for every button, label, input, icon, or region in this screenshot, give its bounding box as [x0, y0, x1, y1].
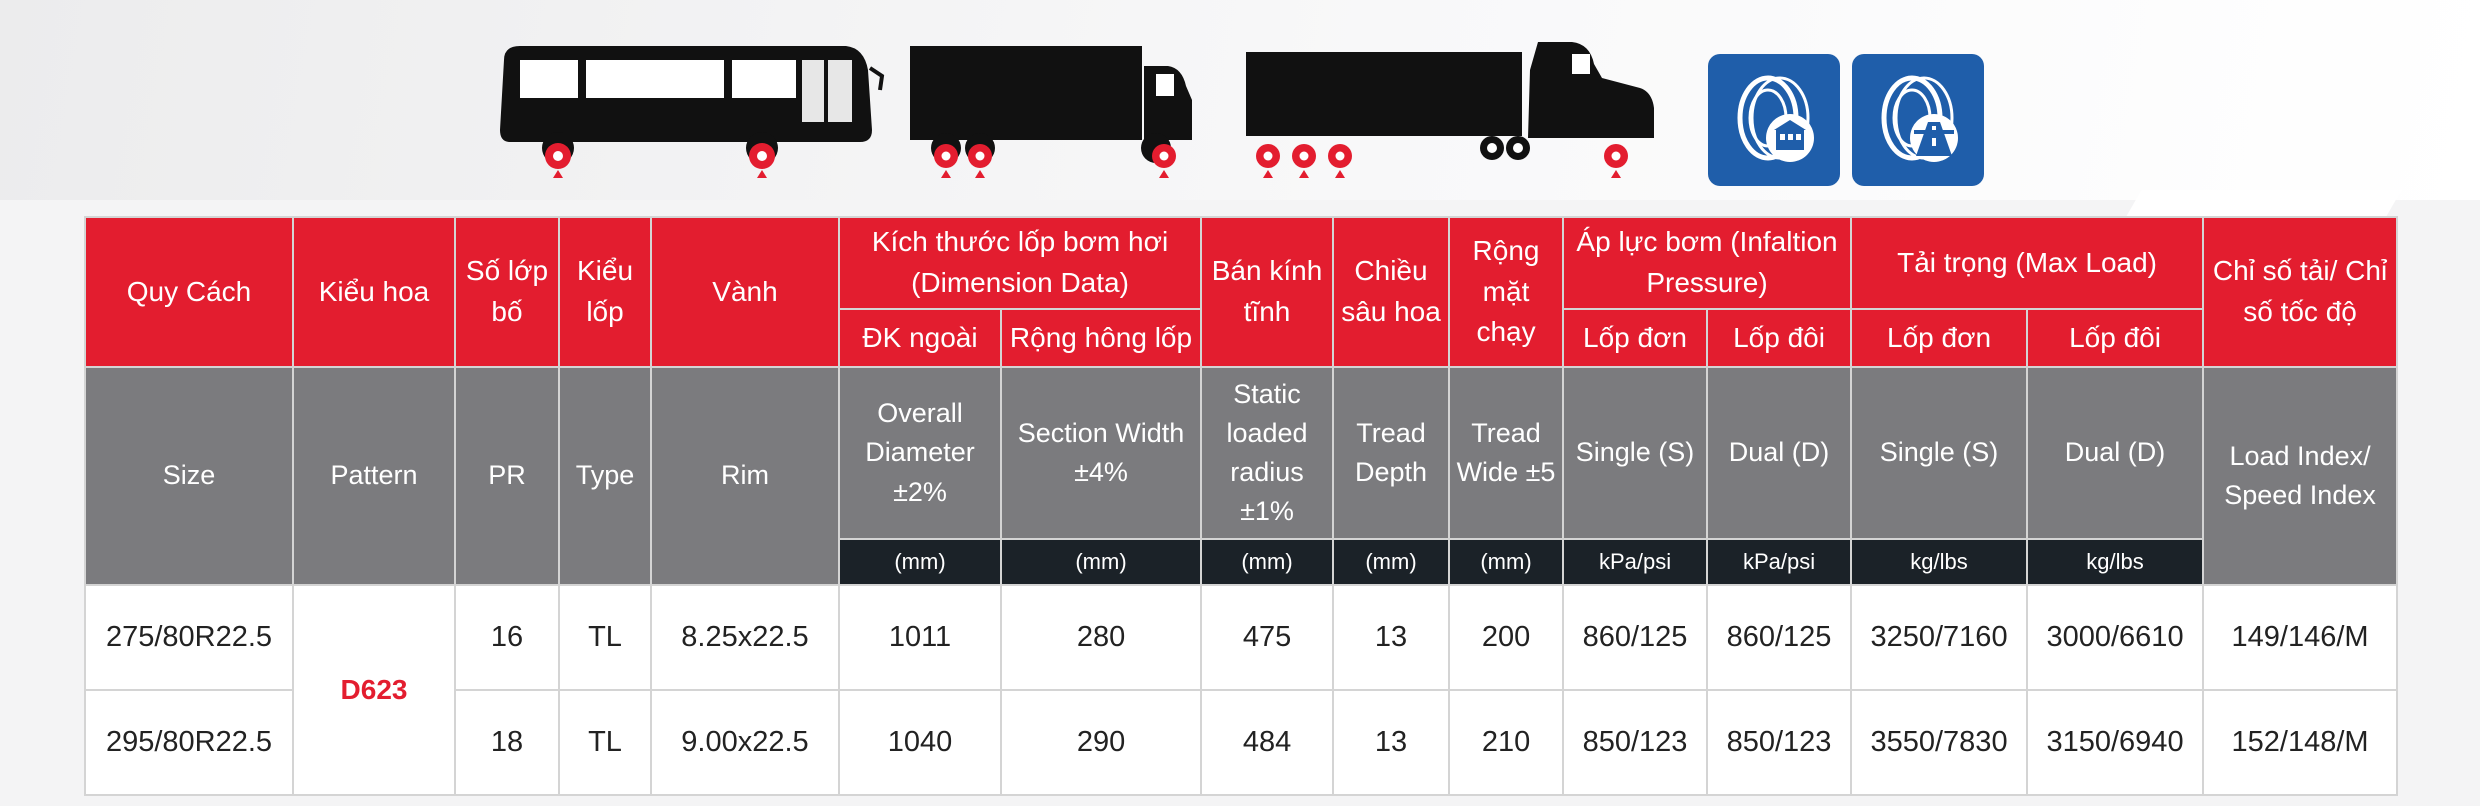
header-type-vi: Kiểu lốp	[558, 216, 652, 368]
cell-type: TL	[558, 584, 652, 691]
header-load-vi: Tải trọng (Max Load)	[1850, 216, 2205, 310]
highway-tire-icon	[1852, 54, 1984, 186]
header-rim-vi: Vành	[650, 216, 840, 368]
header-subrow-vi: ĐK ngoài Rộng hông lốp Lốp đơn Lốp đôi L…	[85, 308, 2397, 368]
unit-cell: (mm)	[838, 538, 1002, 586]
unit-cell: (mm)	[1200, 538, 1335, 586]
cell-pattern: D623	[292, 584, 456, 796]
cell-index: 149/146/M	[2202, 584, 2399, 691]
cell-overall: 1011	[838, 584, 1002, 691]
cell-section: 290	[999, 689, 1203, 796]
vehicle-illustrations	[480, 20, 2000, 190]
header-index-vi: Chỉ số tải/ Chỉ số tốc độ	[2202, 216, 2399, 368]
spec-table: Quy Cách Kiểu hoa Số lớp bố Kiểu lốp Vàn…	[84, 216, 2399, 796]
unit-cell: kPa/psi	[1562, 538, 1709, 586]
header-pattern-vi: Kiểu hoa	[292, 216, 456, 368]
header-depth-vi: Chiều sâu hoa	[1332, 216, 1451, 368]
cell-depth: 13	[1332, 689, 1451, 796]
cell-load-single: 3550/7830	[1850, 689, 2029, 796]
header-pressure-single-vi: Lốp đơn	[1562, 308, 1709, 368]
background-shape	[0, 0, 2480, 200]
cell-type: TL	[558, 689, 652, 796]
header-load-single-en: Single (S)	[1850, 366, 2029, 540]
header-pattern-en: Pattern	[292, 366, 456, 586]
header-row-en: Size Pattern PR Type Rim Overall Diamete…	[84, 366, 2399, 586]
table-row: 295/80R22.5 18 TL 9.00x22.5 1040 290 484…	[84, 689, 2399, 796]
unit-cell: kg/lbs	[1850, 538, 2029, 586]
cell-tread: 210	[1448, 689, 1565, 796]
unit-cell: (mm)	[1448, 538, 1565, 586]
box-truck-icon	[910, 46, 1192, 178]
header-pressure-dual-vi: Lốp đôi	[1706, 308, 1853, 368]
header-static-en: Static loaded radius ±1%	[1200, 366, 1335, 540]
cell-rim: 9.00x22.5	[650, 689, 840, 796]
header-dimension-vi: Kích thước lốp bơm hơi (Dimension Data)	[837, 216, 1203, 310]
cell-pressure-single: 860/125	[1562, 584, 1709, 691]
header-load-dual-vi: Lốp đôi	[2026, 308, 2205, 368]
header-depth-en: Tread Depth	[1332, 366, 1451, 540]
cell-index: 152/148/M	[2202, 689, 2399, 796]
header-pressure-vi: Áp lực bơm (Infaltion Pressure)	[1562, 216, 1853, 310]
cell-static: 475	[1200, 584, 1335, 691]
header-overall-vi: ĐK ngoài	[838, 308, 1002, 368]
header-static-vi: Bán kính tĩnh	[1200, 216, 1335, 368]
cell-pr: 16	[454, 584, 560, 691]
cell-pressure-dual: 860/125	[1706, 584, 1853, 691]
cell-section: 280	[999, 584, 1203, 691]
header-load-dual-en: Dual (D)	[2026, 366, 2205, 540]
header-row-vi: Quy Cách Kiểu hoa Số lớp bố Kiểu lốp Vàn…	[84, 216, 2399, 368]
bus-icon	[500, 46, 885, 178]
header-rim-en: Rim	[650, 366, 840, 586]
unit-cell: kPa/psi	[1706, 538, 1853, 586]
cell-tread: 200	[1448, 584, 1565, 691]
header-index-en: Load Index/ Speed Index	[2202, 366, 2399, 586]
unit-cell: (mm)	[1332, 538, 1451, 586]
cell-rim: 8.25x22.5	[650, 584, 840, 691]
cell-depth: 13	[1332, 584, 1451, 691]
cell-pressure-single: 850/123	[1562, 689, 1709, 796]
cell-static: 484	[1200, 689, 1335, 796]
urban-tire-icon	[1708, 54, 1840, 186]
unit-cell: (mm)	[999, 538, 1203, 586]
header-pressure-single-en: Single (S)	[1562, 366, 1709, 540]
cell-load-dual: 3000/6610	[2026, 584, 2205, 691]
header-size-en: Size	[84, 366, 294, 586]
header-size-vi: Quy Cách	[84, 216, 294, 368]
header-pr-en: PR	[454, 366, 560, 586]
header-type-en: Type	[558, 366, 652, 586]
header-tread-vi: Rộng mặt chạy	[1448, 216, 1565, 368]
header-pressure-dual-en: Dual (D)	[1706, 366, 1853, 540]
cell-pressure-dual: 850/123	[1706, 689, 1853, 796]
cell-pr: 18	[454, 689, 560, 796]
header-section-en: Section Width ±4%	[999, 366, 1203, 540]
cell-size: 295/80R22.5	[84, 689, 294, 796]
header-load-single-vi: Lốp đơn	[1850, 308, 2029, 368]
table-row: 275/80R22.5 D623 16 TL 8.25x22.5 1011 28…	[84, 584, 2399, 796]
cell-load-dual: 3150/6940	[2026, 689, 2205, 796]
header-tread-en: Tread Wide ±5	[1448, 366, 1565, 540]
header-pr-vi: Số lớp bố	[454, 216, 560, 368]
cell-size: 275/80R22.5	[84, 584, 294, 691]
semi-truck-icon	[1246, 42, 1654, 178]
cell-load-single: 3250/7160	[1850, 584, 2029, 691]
cell-overall: 1040	[838, 689, 1002, 796]
header-overall-en: Overall Diameter ±2%	[838, 366, 1002, 540]
units-row: (mm) (mm) (mm) (mm) (mm) kPa/psi kPa/psi…	[85, 538, 2397, 586]
header-section-vi: Rộng hông lốp	[999, 308, 1203, 368]
unit-cell: kg/lbs	[2026, 538, 2205, 586]
